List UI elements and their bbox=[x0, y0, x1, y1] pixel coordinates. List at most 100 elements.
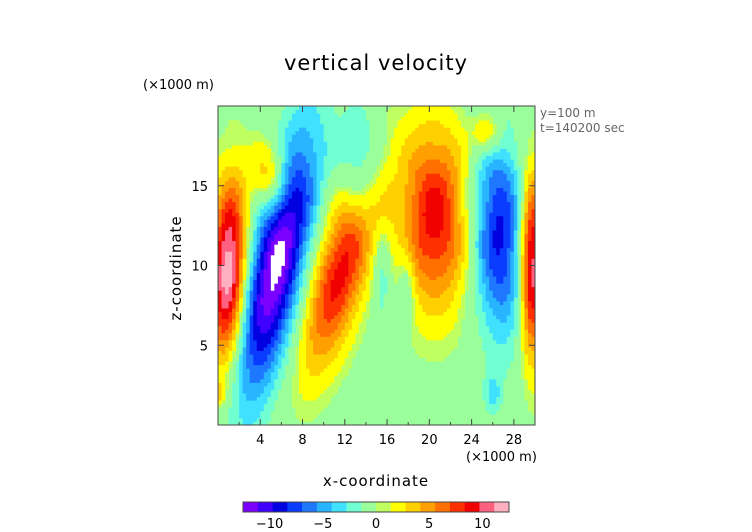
heatmap-cell bbox=[218, 254, 222, 259]
heatmap-cell bbox=[450, 276, 455, 281]
heatmap-cell bbox=[408, 219, 413, 224]
heatmap-cell bbox=[242, 354, 247, 359]
heatmap-cell bbox=[471, 230, 476, 234]
heatmap-cell bbox=[513, 194, 518, 199]
heatmap-cell bbox=[242, 357, 247, 362]
heatmap-cell bbox=[411, 286, 416, 291]
heatmap-cell bbox=[306, 368, 310, 373]
heatmap-cell bbox=[221, 166, 226, 171]
heatmap-cell bbox=[253, 336, 258, 341]
heatmap-cell bbox=[362, 237, 367, 242]
heatmap-cell bbox=[492, 347, 497, 351]
heatmap-cell bbox=[228, 279, 233, 284]
heatmap-cell bbox=[260, 265, 265, 270]
heatmap-cell bbox=[394, 279, 399, 284]
heatmap-cell bbox=[351, 191, 356, 196]
heatmap-cell bbox=[450, 308, 455, 312]
heatmap-cell bbox=[436, 315, 441, 320]
heatmap-cell bbox=[228, 329, 233, 334]
heatmap-cell bbox=[309, 290, 314, 295]
heatmap-cell bbox=[270, 208, 275, 213]
heatmap-cell bbox=[450, 215, 455, 220]
heatmap-cell bbox=[256, 215, 261, 220]
heatmap-cell bbox=[260, 417, 265, 422]
heatmap-cell bbox=[499, 173, 504, 178]
heatmap-cell bbox=[418, 329, 423, 334]
heatmap-cell bbox=[520, 325, 525, 330]
heatmap-cell bbox=[429, 269, 434, 273]
heatmap-cell bbox=[309, 183, 314, 188]
heatmap-cell bbox=[527, 226, 532, 231]
heatmap-cell bbox=[323, 378, 328, 383]
heatmap-cell bbox=[246, 400, 251, 405]
heatmap-cell bbox=[439, 283, 444, 288]
heatmap-cell bbox=[492, 315, 497, 320]
heatmap-cell bbox=[221, 311, 226, 316]
heatmap-cell bbox=[225, 421, 229, 426]
heatmap-cell bbox=[281, 386, 286, 390]
heatmap-cell bbox=[249, 336, 254, 341]
heatmap-cell bbox=[281, 240, 286, 245]
heatmap-cell bbox=[439, 304, 444, 309]
heatmap-cell bbox=[453, 183, 458, 188]
heatmap-cell bbox=[369, 265, 374, 270]
heatmap-cell bbox=[270, 378, 275, 383]
heatmap-cell bbox=[218, 215, 222, 220]
heatmap-cell bbox=[443, 286, 448, 291]
heatmap-cell bbox=[334, 265, 339, 270]
heatmap-cell bbox=[277, 201, 282, 206]
heatmap-cell bbox=[299, 375, 303, 380]
heatmap-cell bbox=[348, 208, 353, 213]
heatmap-cell bbox=[471, 205, 476, 210]
heatmap-cell bbox=[218, 354, 222, 359]
heatmap-cell bbox=[492, 205, 497, 210]
heatmap-cell bbox=[531, 198, 536, 203]
heatmap-cell bbox=[337, 354, 342, 359]
heatmap-cell bbox=[260, 290, 265, 295]
heatmap-cell bbox=[320, 332, 325, 337]
heatmap-cell bbox=[256, 347, 261, 351]
heatmap-cell bbox=[475, 318, 480, 323]
heatmap-cell bbox=[482, 361, 487, 366]
heatmap-cell bbox=[270, 269, 275, 273]
heatmap-cell bbox=[478, 283, 483, 288]
heatmap-cell bbox=[527, 187, 532, 192]
heatmap-cell bbox=[365, 230, 370, 234]
heatmap-cell bbox=[485, 325, 490, 330]
heatmap-cell bbox=[341, 283, 346, 288]
heatmap-cell bbox=[351, 244, 356, 249]
heatmap-cell bbox=[263, 357, 268, 362]
heatmap-cell bbox=[302, 286, 307, 291]
heatmap-cell bbox=[344, 371, 349, 376]
heatmap-cell bbox=[369, 251, 374, 256]
heatmap-cell bbox=[471, 322, 476, 327]
heatmap-cell bbox=[422, 283, 427, 288]
heatmap-cell bbox=[510, 208, 515, 213]
heatmap-cell bbox=[232, 414, 237, 419]
heatmap-cell bbox=[313, 382, 318, 387]
heatmap-cell bbox=[510, 265, 515, 270]
heatmap-cell bbox=[225, 276, 229, 281]
heatmap-cell bbox=[309, 212, 314, 217]
heatmap-cell bbox=[436, 230, 441, 234]
heatmap-cell bbox=[239, 247, 244, 252]
heatmap-cell bbox=[475, 208, 480, 213]
heatmap-cell bbox=[450, 343, 455, 348]
heatmap-cell bbox=[249, 325, 254, 330]
heatmap-cell bbox=[408, 201, 413, 206]
heatmap-cell bbox=[302, 176, 307, 181]
heatmap-cell bbox=[348, 272, 353, 277]
heatmap-cell bbox=[337, 226, 342, 231]
heatmap-cell bbox=[439, 219, 444, 224]
heatmap-cell bbox=[274, 240, 279, 245]
heatmap-cell bbox=[446, 215, 451, 220]
heatmap-cell bbox=[246, 201, 251, 206]
heatmap-cell bbox=[482, 357, 487, 362]
heatmap-cell bbox=[351, 315, 356, 320]
heatmap-cell bbox=[531, 254, 536, 259]
heatmap-cell bbox=[306, 254, 310, 259]
heatmap-cell bbox=[235, 311, 240, 316]
heatmap-cell bbox=[485, 304, 490, 309]
heatmap-cell bbox=[478, 375, 483, 380]
heatmap-cell bbox=[256, 332, 261, 337]
